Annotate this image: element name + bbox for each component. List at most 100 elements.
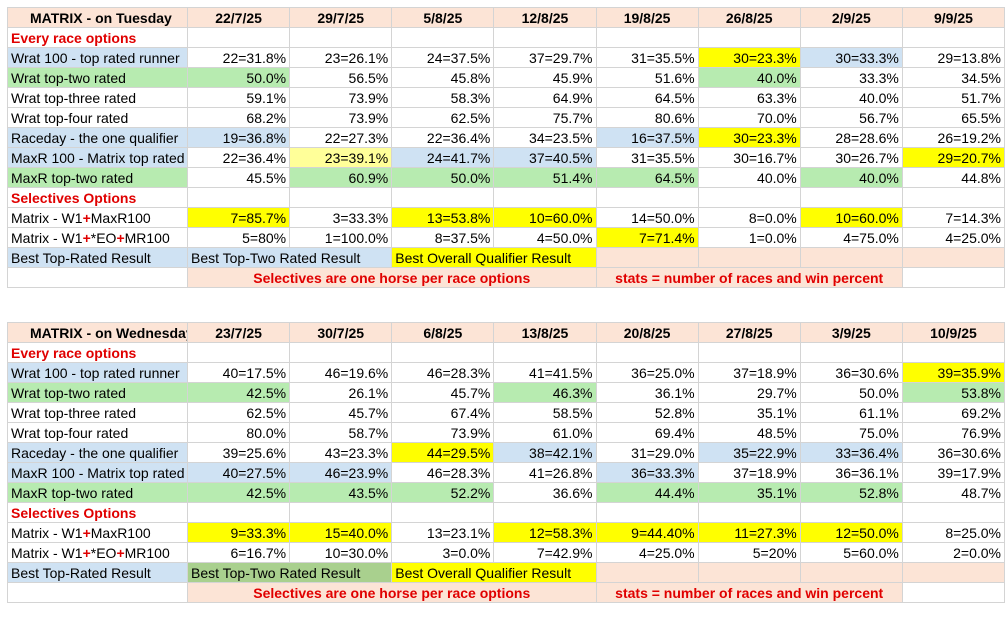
stat-cell[interactable]: 8=0.0% <box>697 207 801 228</box>
stat-cell[interactable]: 37=18.9% <box>697 362 801 383</box>
stat-cell[interactable]: 37=18.9% <box>697 462 801 483</box>
stat-cell[interactable]: 42.5% <box>186 382 291 403</box>
stat-cell[interactable]: 23=39.1% <box>289 147 393 168</box>
stat-cell[interactable]: 6=16.7% <box>186 542 291 563</box>
stat-cell[interactable]: 43=23.3% <box>289 442 393 463</box>
stat-cell[interactable]: 23=26.1% <box>289 47 393 68</box>
stat-cell[interactable]: 42.5% <box>186 482 291 503</box>
stat-cell[interactable]: 58.7% <box>289 422 393 443</box>
stat-cell[interactable]: 61.0% <box>493 422 597 443</box>
stat-cell[interactable]: 44.4% <box>595 482 699 503</box>
stat-cell[interactable]: 9=33.3% <box>186 522 291 543</box>
stat-cell[interactable]: 10=30.0% <box>289 542 393 563</box>
stat-cell[interactable]: 2=0.0% <box>901 542 1006 563</box>
stat-cell[interactable]: 9=44.40% <box>595 522 699 543</box>
stat-cell[interactable]: 34.5% <box>901 67 1006 88</box>
stat-cell[interactable]: 46=23.9% <box>289 462 393 483</box>
stat-cell[interactable]: 29=13.8% <box>901 47 1006 68</box>
stat-cell[interactable]: 8=25.0% <box>901 522 1006 543</box>
stat-cell[interactable]: 30=26.7% <box>799 147 903 168</box>
stat-cell[interactable]: 40=17.5% <box>186 362 291 383</box>
stat-cell[interactable]: 64.5% <box>595 167 699 188</box>
stat-cell[interactable]: 40=27.5% <box>186 462 291 483</box>
stat-cell[interactable]: 1=100.0% <box>289 227 393 248</box>
stat-cell[interactable]: 22=27.3% <box>289 127 393 148</box>
stat-cell[interactable]: 16=37.5% <box>595 127 699 148</box>
stat-cell[interactable]: 39=35.9% <box>901 362 1006 383</box>
stat-cell[interactable]: 10=60.0% <box>799 207 903 228</box>
stat-cell[interactable]: 36.1% <box>595 382 699 403</box>
stat-cell[interactable]: 44.8% <box>901 167 1006 188</box>
stat-cell[interactable]: 7=42.9% <box>493 542 597 563</box>
stat-cell[interactable]: 65.5% <box>901 107 1006 128</box>
stat-cell[interactable]: 7=71.4% <box>595 227 699 248</box>
stat-cell[interactable]: 22=36.4% <box>186 147 291 168</box>
stat-cell[interactable]: 48.7% <box>901 482 1006 503</box>
stat-cell[interactable]: 40.0% <box>799 167 903 188</box>
stat-cell[interactable]: 28=28.6% <box>799 127 903 148</box>
stat-cell[interactable]: 36=33.3% <box>595 462 699 483</box>
stat-cell[interactable]: 73.9% <box>289 87 393 108</box>
stat-cell[interactable]: 31=35.5% <box>595 147 699 168</box>
stat-cell[interactable]: 12=58.3% <box>493 522 597 543</box>
stat-cell[interactable]: 59.1% <box>186 87 291 108</box>
stat-cell[interactable]: 5=80% <box>186 227 291 248</box>
stat-cell[interactable]: 48.5% <box>697 422 801 443</box>
stat-cell[interactable]: 3=33.3% <box>289 207 393 228</box>
stat-cell[interactable]: 64.5% <box>595 87 699 108</box>
stat-cell[interactable]: 61.1% <box>799 402 903 423</box>
stat-cell[interactable]: 45.7% <box>289 402 393 423</box>
stat-cell[interactable]: 4=50.0% <box>493 227 597 248</box>
stat-cell[interactable]: 58.5% <box>493 402 597 423</box>
stat-cell[interactable]: 40.0% <box>697 167 801 188</box>
stat-cell[interactable]: 31=29.0% <box>595 442 699 463</box>
stat-cell[interactable]: 62.5% <box>186 402 291 423</box>
stat-cell[interactable]: 37=40.5% <box>493 147 597 168</box>
stat-cell[interactable]: 7=14.3% <box>901 207 1006 228</box>
stat-cell[interactable]: 13=53.8% <box>391 207 495 228</box>
stat-cell[interactable]: 7=85.7% <box>186 207 291 228</box>
stat-cell[interactable]: 46.3% <box>493 382 597 403</box>
stat-cell[interactable]: 11=27.3% <box>697 522 801 543</box>
stat-cell[interactable]: 36=30.6% <box>901 442 1006 463</box>
stat-cell[interactable]: 41=26.8% <box>493 462 597 483</box>
stat-cell[interactable]: 36=36.1% <box>799 462 903 483</box>
stat-cell[interactable]: 50.0% <box>186 67 291 88</box>
stat-cell[interactable]: 30=33.3% <box>799 47 903 68</box>
stat-cell[interactable]: 62.5% <box>391 107 495 128</box>
stat-cell[interactable]: 69.2% <box>901 402 1006 423</box>
stat-cell[interactable]: 26.1% <box>289 382 393 403</box>
stat-cell[interactable]: 36=30.6% <box>799 362 903 383</box>
stat-cell[interactable]: 45.8% <box>391 67 495 88</box>
stat-cell[interactable]: 39=25.6% <box>186 442 291 463</box>
stat-cell[interactable]: 26=19.2% <box>901 127 1006 148</box>
stat-cell[interactable]: 73.9% <box>289 107 393 128</box>
stat-cell[interactable]: 39=17.9% <box>901 462 1006 483</box>
stat-cell[interactable]: 33=36.4% <box>799 442 903 463</box>
stat-cell[interactable]: 75.0% <box>799 422 903 443</box>
stat-cell[interactable]: 64.9% <box>493 87 597 108</box>
stat-cell[interactable]: 45.9% <box>493 67 597 88</box>
stat-cell[interactable]: 35=22.9% <box>697 442 801 463</box>
stat-cell[interactable]: 52.8% <box>595 402 699 423</box>
stat-cell[interactable]: 40.0% <box>799 87 903 108</box>
stat-cell[interactable]: 73.9% <box>391 422 495 443</box>
stat-cell[interactable]: 30=16.7% <box>697 147 801 168</box>
stat-cell[interactable]: 75.7% <box>493 107 597 128</box>
stat-cell[interactable]: 45.7% <box>391 382 495 403</box>
stat-cell[interactable]: 30=23.3% <box>697 47 801 68</box>
stat-cell[interactable]: 56.5% <box>289 67 393 88</box>
stat-cell[interactable]: 52.2% <box>391 482 495 503</box>
stat-cell[interactable]: 38=42.1% <box>493 442 597 463</box>
stat-cell[interactable]: 33.3% <box>799 67 903 88</box>
stat-cell[interactable]: 46=28.3% <box>391 462 495 483</box>
stat-cell[interactable]: 22=36.4% <box>391 127 495 148</box>
stat-cell[interactable]: 1=0.0% <box>697 227 801 248</box>
stat-cell[interactable]: 3=0.0% <box>391 542 495 563</box>
stat-cell[interactable]: 10=60.0% <box>493 207 597 228</box>
stat-cell[interactable]: 31=35.5% <box>595 47 699 68</box>
stat-cell[interactable]: 76.9% <box>901 422 1006 443</box>
stat-cell[interactable]: 70.0% <box>697 107 801 128</box>
stat-cell[interactable]: 29=20.7% <box>901 147 1006 168</box>
stat-cell[interactable]: 45.5% <box>186 167 291 188</box>
